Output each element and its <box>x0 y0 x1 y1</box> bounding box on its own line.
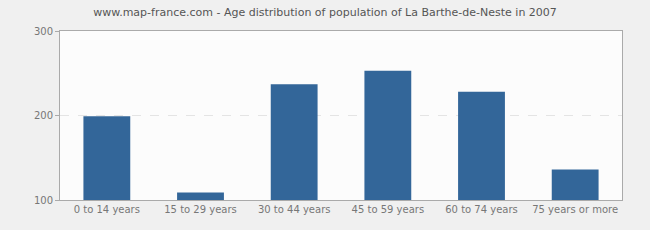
svg-text:www.map-france.com - Age distr: www.map-france.com - Age distribution of… <box>93 6 557 19</box>
svg-text:30 to 44 years: 30 to 44 years <box>258 204 331 215</box>
svg-text:15 to 29 years: 15 to 29 years <box>164 204 237 215</box>
svg-text:45 to 59 years: 45 to 59 years <box>352 204 425 215</box>
svg-text:300: 300 <box>34 26 53 37</box>
svg-text:60 to 74 years: 60 to 74 years <box>445 204 518 215</box>
svg-text:0 to 14 years: 0 to 14 years <box>74 204 140 215</box>
svg-text:200: 200 <box>34 110 53 121</box>
svg-text:75 years or more: 75 years or more <box>532 204 618 215</box>
svg-text:100: 100 <box>34 195 53 206</box>
